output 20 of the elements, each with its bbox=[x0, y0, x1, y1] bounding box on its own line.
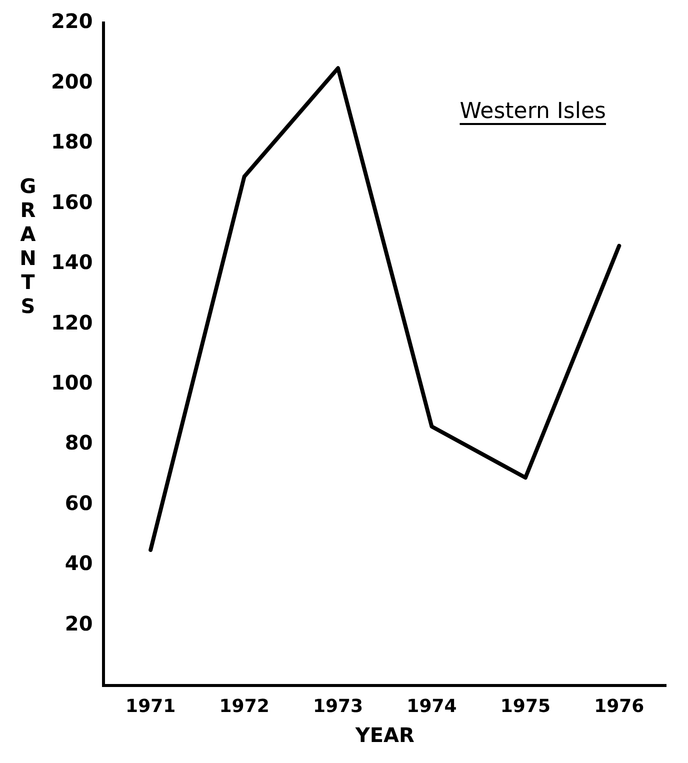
y-tick-label: 160 bbox=[51, 190, 93, 214]
y-tick-label: 40 bbox=[64, 551, 93, 576]
y-tick-label: 140 bbox=[51, 250, 93, 274]
y-tick-label: 80 bbox=[64, 430, 93, 455]
y-tick-label: 60 bbox=[64, 490, 93, 515]
text: Western Isles bbox=[460, 99, 606, 124]
x-axis-title: YEAR bbox=[354, 723, 414, 748]
y-tick-label: 200 bbox=[51, 69, 93, 94]
y-tick-label: 180 bbox=[51, 130, 93, 154]
x-tick-label: 1974 bbox=[406, 696, 457, 717]
x-tick-label: 1971 bbox=[126, 696, 176, 717]
y-axis-title: GRANTS bbox=[20, 174, 36, 318]
x-tick-label: 1976 bbox=[594, 696, 644, 717]
y-tick-label: 20 bbox=[64, 611, 93, 636]
y-tick-label: 100 bbox=[51, 370, 93, 395]
y-tick-label: 120 bbox=[51, 310, 93, 334]
x-tick-label: 1975 bbox=[500, 696, 550, 717]
y-tick-label: 220 bbox=[51, 9, 93, 34]
x-tick-label: 1973 bbox=[312, 696, 364, 717]
x-tick-label: 1972 bbox=[219, 696, 270, 717]
